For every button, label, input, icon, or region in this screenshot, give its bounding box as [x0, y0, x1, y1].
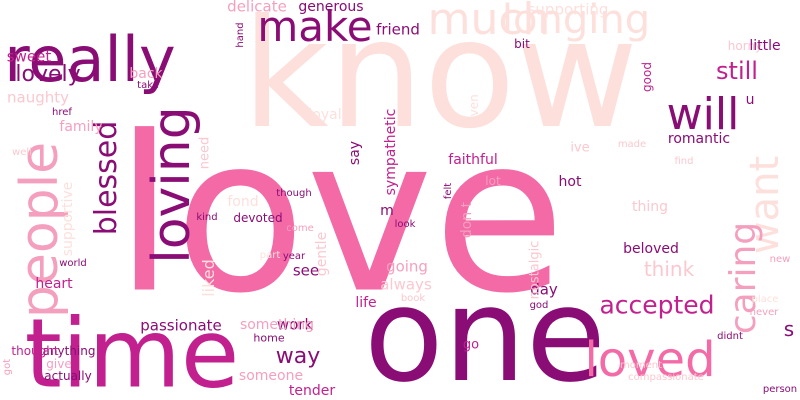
word: horny: [727, 39, 763, 53]
word: longing: [501, 0, 651, 43]
word: give: [46, 357, 72, 371]
word: moment: [619, 360, 663, 371]
word: u: [745, 92, 755, 108]
word: home: [253, 331, 285, 345]
word: family: [59, 119, 103, 135]
word: book: [400, 293, 426, 304]
word: even: [467, 94, 481, 124]
word: look: [394, 219, 416, 230]
word: delicate: [227, 0, 287, 16]
word: one: [364, 259, 606, 400]
word: say: [347, 140, 363, 166]
word: naughty: [7, 88, 69, 107]
word: felt: [443, 182, 454, 200]
word: well: [12, 147, 32, 158]
word: work: [276, 315, 314, 334]
word: think: [643, 257, 695, 281]
word: world: [59, 258, 87, 269]
word: life: [355, 295, 377, 311]
word: s: [783, 317, 795, 341]
word: find: [674, 156, 694, 167]
word: didnt: [717, 331, 743, 342]
word: actually: [44, 369, 92, 383]
word: see: [292, 261, 320, 280]
word: sympathetic: [383, 108, 399, 196]
word: loyal: [308, 107, 342, 123]
word: sweet: [6, 47, 52, 66]
word: tender: [288, 383, 336, 399]
word: back: [129, 66, 163, 82]
word: ive: [570, 140, 590, 156]
word: go: [462, 337, 480, 353]
word: going: [386, 257, 428, 276]
word: much: [427, 0, 551, 45]
word: will: [666, 89, 740, 140]
word: made: [617, 139, 647, 150]
word: god: [529, 300, 549, 311]
word: friend: [376, 20, 420, 39]
word: don t: [459, 201, 475, 239]
word: generous: [298, 0, 364, 15]
word: hot: [558, 174, 582, 190]
word: kind: [196, 212, 218, 223]
word: person: [762, 384, 798, 395]
word: devoted: [233, 211, 283, 225]
word: new: [769, 254, 791, 265]
word: passionate: [140, 316, 222, 335]
word: good: [640, 62, 654, 92]
word: beloved: [623, 241, 679, 257]
word: fond: [227, 194, 259, 210]
word: part: [259, 250, 281, 261]
word: way: [275, 344, 321, 369]
word: supportive: [60, 181, 76, 257]
word: take: [137, 80, 159, 91]
word: make: [257, 2, 373, 51]
word: lot: [485, 174, 501, 188]
word: heart: [35, 276, 73, 292]
word: something: [239, 317, 315, 333]
word: thing: [631, 199, 669, 215]
word: m: [380, 203, 394, 219]
word: faithful: [448, 152, 498, 168]
word: nostalgic: [527, 240, 543, 300]
word: need: [197, 136, 213, 170]
word: day: [530, 280, 558, 299]
word: compassionate: [628, 372, 704, 383]
word: supporting: [527, 0, 609, 19]
word: love: [114, 89, 566, 341]
word: liked: [199, 259, 218, 297]
word: time: [24, 299, 240, 400]
word: lovely: [15, 62, 81, 87]
word: anything: [42, 344, 96, 358]
word: always: [380, 275, 432, 294]
word: hand: [235, 22, 246, 48]
word: really: [4, 23, 176, 96]
word: come: [286, 223, 314, 234]
word: blessed: [89, 120, 124, 236]
word: href: [52, 107, 72, 118]
word: romantic: [667, 131, 731, 147]
word: place: [751, 294, 779, 305]
word: never: [749, 307, 779, 318]
word: loved: [584, 332, 716, 388]
word: bit: [514, 37, 530, 51]
word: loving: [142, 106, 202, 264]
word: still: [716, 57, 758, 85]
word: someone: [238, 368, 304, 384]
word: thought: [11, 344, 59, 358]
word: accepted: [599, 290, 715, 320]
word: year: [282, 251, 306, 262]
word: though: [276, 188, 312, 199]
word: little: [749, 38, 781, 54]
word: got: [2, 358, 13, 376]
word: know: [241, 0, 639, 162]
